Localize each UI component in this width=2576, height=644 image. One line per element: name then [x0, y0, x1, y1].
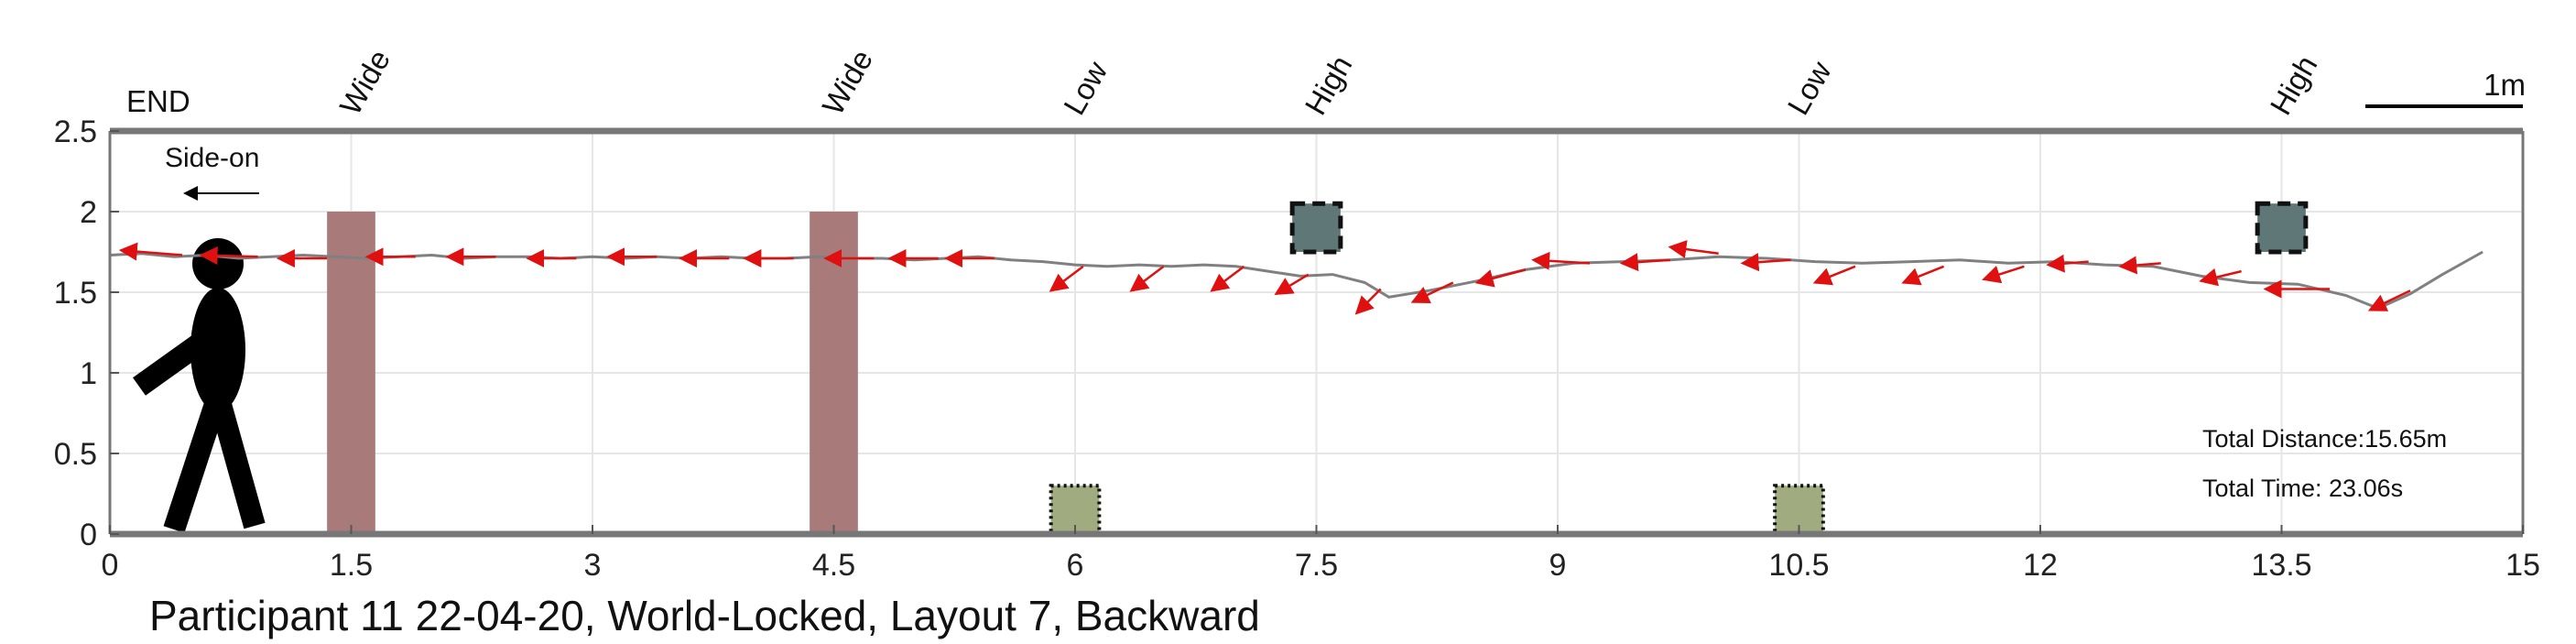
obstacle-high — [2255, 201, 2309, 255]
obstacle-label: Wide — [816, 44, 880, 121]
axes-layer — [108, 127, 2525, 538]
orientation-arrow — [1740, 253, 1791, 272]
orientation-arrow — [2046, 254, 2089, 273]
orientation-arrow — [2118, 256, 2161, 275]
x-tick-label: 12 — [2023, 548, 2058, 583]
obstacle-label: High — [1299, 49, 1359, 120]
figure-body — [190, 288, 245, 412]
obstacle-wide — [327, 212, 375, 534]
x-tick-label: 10.5 — [1768, 548, 1829, 583]
x-tick-label: 7.5 — [1295, 548, 1338, 583]
x-tick-label: 6 — [1067, 548, 1084, 583]
orientation-arrow — [2199, 267, 2242, 287]
orientation-arrow — [1129, 265, 1165, 292]
x-tick-label: 1.5 — [330, 548, 373, 583]
y-tick-label: 1.5 — [54, 276, 97, 311]
orientation-arrow — [1410, 281, 1454, 303]
obstacle-label: Low — [1781, 55, 1838, 120]
total-distance: Total Distance:15.65m — [2202, 425, 2447, 453]
orientation-arrow — [1474, 268, 1527, 288]
obstacles-layer — [327, 201, 2309, 537]
grid-lines — [110, 131, 2523, 534]
y-tick-label: 0.5 — [54, 437, 97, 472]
obstacle-labels: Wide Wide Low High Low High — [333, 44, 2324, 121]
orientation-arrows-layer — [118, 240, 2411, 315]
y-tick-label: 2.5 — [54, 115, 97, 149]
figure-leg-left — [163, 398, 227, 533]
x-tick-label: 4.5 — [812, 548, 855, 583]
orientation-arrow — [2367, 289, 2411, 311]
trajectory-line — [109, 250, 2484, 311]
orientation-arrow — [1049, 265, 1084, 292]
figure-arm — [133, 332, 210, 396]
orientation-arrow — [118, 242, 183, 261]
obstacle-high — [1289, 201, 1343, 255]
x-tick-label: 9 — [1549, 548, 1567, 583]
figure-leg-right — [209, 398, 266, 529]
orientation-arrow — [1210, 265, 1245, 292]
orientation-arrow — [1982, 265, 2025, 284]
walking-figure — [133, 238, 266, 533]
chart-title: Participant 11 22-04-20, World-Locked, L… — [149, 592, 1260, 639]
tick-labels: 0 1.5 3 4.5 6 7.5 9 10.5 12 13.5 15 0 0.5 1 1.5 2 2.5 — [54, 115, 2540, 583]
y-tick-label: 2 — [80, 195, 97, 230]
obstacle-label: High — [2264, 49, 2324, 120]
orientation-arrow — [1619, 253, 1671, 272]
orientation-arrow — [1354, 288, 1382, 315]
orientation-arrow — [1531, 251, 1591, 270]
figure-head — [192, 238, 244, 289]
trajectory-layer — [109, 250, 2484, 311]
total-time: Total Time: 23.06s — [2202, 475, 2403, 502]
orientation-arrow — [1668, 240, 1719, 258]
orientation-arrow — [1812, 265, 1856, 286]
x-tick-label: 15 — [2505, 548, 2540, 583]
y-tick-label: 1 — [80, 356, 97, 391]
x-tick-label: 3 — [584, 548, 602, 583]
x-tick-label: 13.5 — [2251, 548, 2311, 583]
orientation-arrow — [1901, 265, 1945, 286]
orientation-arrow — [1274, 273, 1310, 296]
y-tick-label: 0 — [80, 518, 97, 552]
scale-label: 1m — [2484, 68, 2526, 102]
obstacle-wide — [810, 212, 858, 534]
obstacle-label: Wide — [333, 44, 397, 121]
end-label: END — [126, 84, 190, 118]
x-tick-label: 0 — [102, 548, 119, 583]
view-label: Side-on — [165, 143, 259, 173]
orientation-arrow — [199, 246, 258, 266]
obstacle-label: Low — [1057, 55, 1114, 120]
